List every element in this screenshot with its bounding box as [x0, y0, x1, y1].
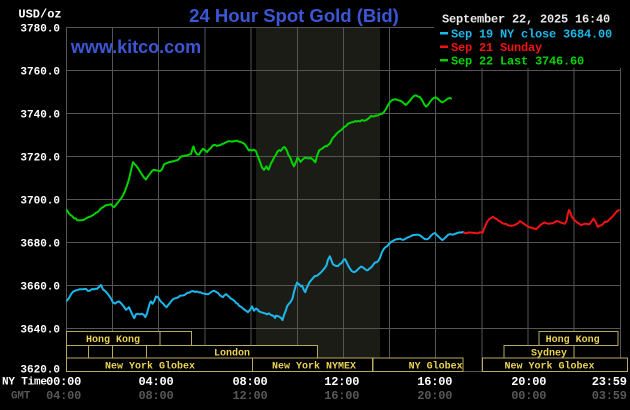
svg-text:New York Globex: New York Globex [504, 360, 594, 372]
svg-text:20:00: 20:00 [417, 389, 452, 403]
svg-text:00:00: 00:00 [511, 389, 546, 403]
svg-text:08:00: 08:00 [138, 389, 173, 403]
svg-text:Sydney: Sydney [531, 347, 567, 359]
svg-text:NY Time: NY Time [2, 377, 47, 389]
svg-text:16:00: 16:00 [324, 389, 359, 403]
svg-text:3660.0: 3660.0 [20, 281, 60, 293]
svg-text:03:59: 03:59 [592, 389, 627, 403]
svg-text:12:00: 12:00 [232, 389, 267, 403]
svg-text:GMT: GMT [11, 391, 31, 403]
svg-text:Sep 22 Last 3746.60: Sep 22 Last 3746.60 [451, 55, 584, 69]
svg-text:USD/oz: USD/oz [18, 8, 61, 22]
svg-text:3700.0: 3700.0 [20, 195, 60, 207]
svg-text:3680.0: 3680.0 [20, 238, 60, 250]
svg-text:Sep 21 Sunday: Sep 21 Sunday [451, 41, 542, 55]
svg-text:23:59: 23:59 [592, 375, 627, 389]
svg-text:04:00: 04:00 [46, 389, 81, 403]
svg-text:Hong Kong: Hong Kong [546, 335, 600, 346]
svg-text:20:00: 20:00 [511, 375, 546, 389]
svg-text:12:00: 12:00 [324, 375, 359, 389]
svg-text:London: London [214, 347, 250, 359]
svg-text:3620.0: 3620.0 [20, 364, 60, 376]
svg-text:00:00: 00:00 [46, 375, 81, 389]
svg-text:Hong Kong: Hong Kong [86, 335, 140, 346]
svg-text:08:00: 08:00 [232, 375, 267, 389]
svg-text:3720.0: 3720.0 [20, 152, 60, 164]
svg-text:September 22, 2025 16:40: September 22, 2025 16:40 [442, 13, 610, 27]
svg-text:3780.0: 3780.0 [20, 23, 60, 35]
svg-text:3640.0: 3640.0 [20, 324, 60, 336]
svg-text:Sep 19 NY close 3684.00: Sep 19 NY close 3684.00 [451, 28, 612, 42]
svg-text:NY Globex: NY Globex [409, 360, 463, 372]
svg-text:New York NYMEX: New York NYMEX [272, 360, 356, 372]
svg-text:24 Hour Spot Gold (Bid): 24 Hour Spot Gold (Bid) [189, 5, 399, 26]
svg-text:04:00: 04:00 [138, 375, 173, 389]
svg-text:3760.0: 3760.0 [20, 66, 60, 78]
svg-text:16:00: 16:00 [417, 375, 452, 389]
svg-text:New York Globex: New York Globex [105, 360, 195, 372]
svg-text:3740.0: 3740.0 [20, 109, 60, 121]
svg-text:www.kitco.com: www.kitco.com [70, 37, 201, 57]
